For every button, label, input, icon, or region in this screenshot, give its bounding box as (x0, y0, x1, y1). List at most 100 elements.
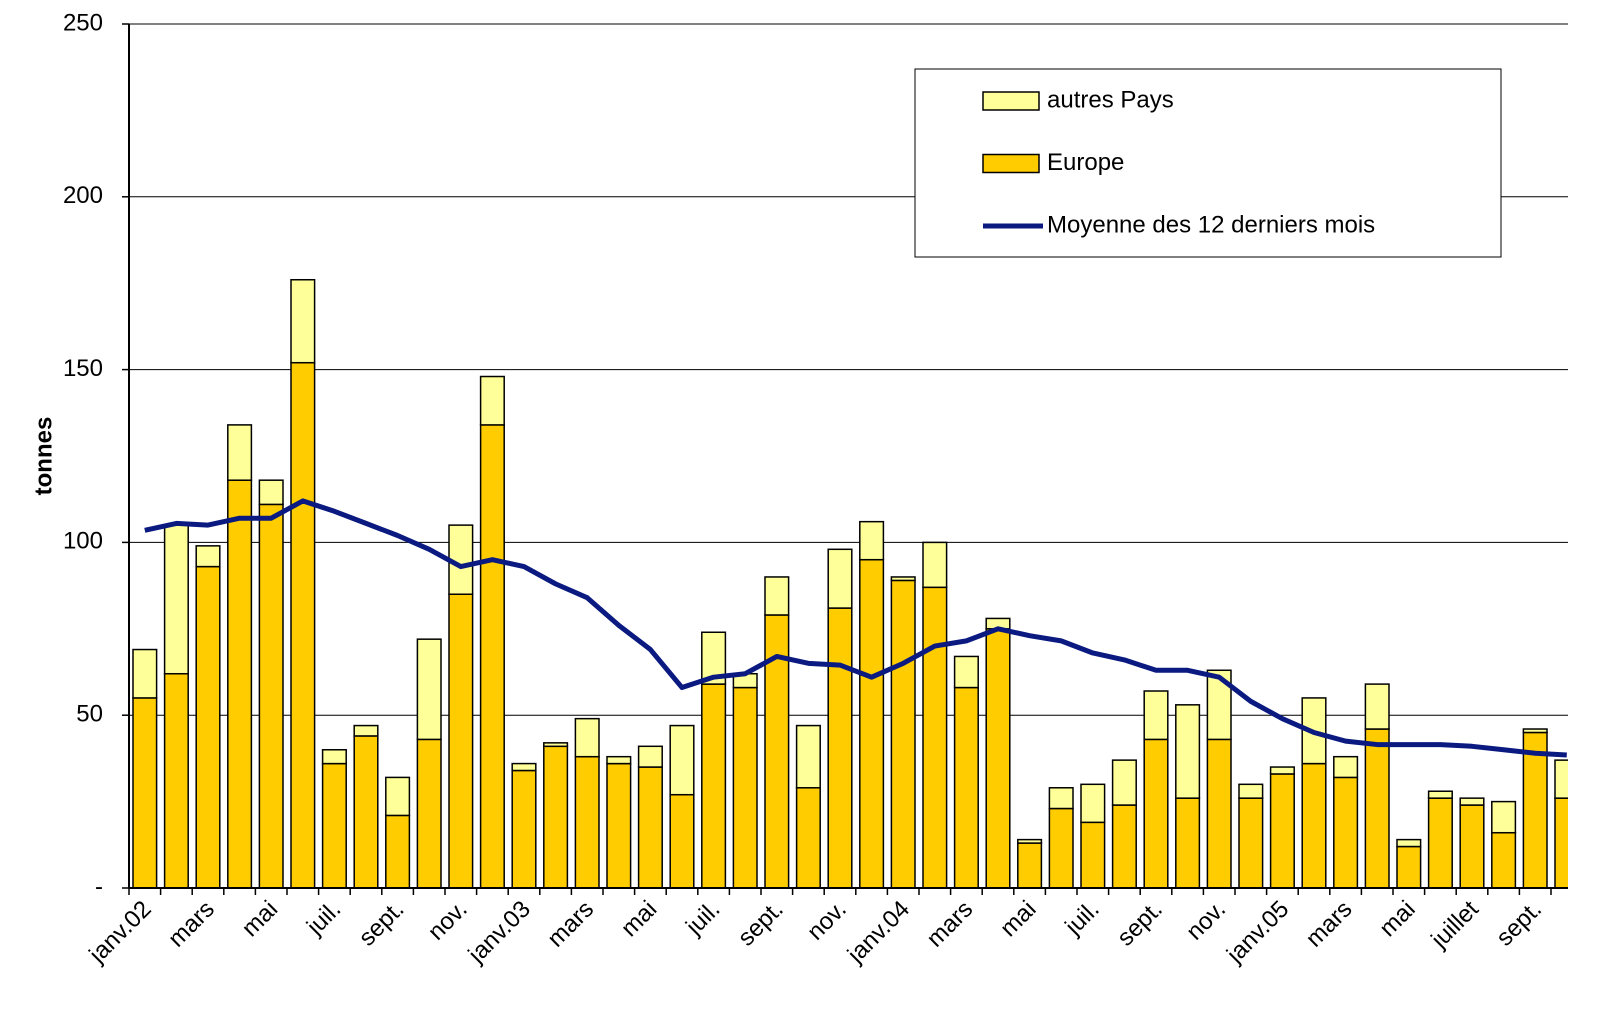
x-tick-label: sept. (1112, 896, 1168, 952)
legend-label: Moyenne des 12 derniers mois (1047, 211, 1375, 238)
x-tick-label: nov. (1181, 896, 1231, 946)
bar (448, 593, 474, 889)
bar (1554, 797, 1568, 889)
average-line (144, 498, 1567, 758)
bar (1017, 838, 1043, 844)
bar (416, 638, 442, 741)
legend-swatch (982, 91, 1040, 111)
bar (606, 762, 632, 889)
y-tick-label: 150 (63, 355, 103, 382)
bar (985, 628, 1011, 889)
y-tick-label: 250 (63, 9, 103, 36)
bar (163, 672, 189, 889)
bar (353, 735, 379, 889)
x-tick-label: mars (921, 896, 978, 953)
bar (1238, 797, 1264, 889)
y-axis-title: tonnes (30, 417, 57, 496)
bar (890, 576, 916, 582)
bar (732, 686, 758, 889)
bar (1364, 728, 1390, 889)
bar (385, 776, 411, 817)
bar (795, 787, 821, 889)
x-tick-label: mai (1374, 896, 1420, 942)
y-tick-label: 200 (63, 182, 103, 209)
bar (1427, 790, 1453, 799)
legend-swatch (982, 153, 1040, 174)
x-tick-label: juil. (680, 896, 725, 941)
y-tick-label: 100 (63, 528, 103, 555)
x-tick-label: nov. (423, 896, 473, 946)
bar (321, 762, 347, 889)
x-tick-label: nov. (802, 896, 852, 946)
x-tick-label: janv.02 (83, 896, 156, 969)
bar (290, 278, 316, 364)
x-tick-label: sept. (354, 896, 410, 952)
bar (1333, 776, 1359, 889)
bar (669, 724, 695, 796)
x-tick-label: sept. (733, 896, 789, 952)
bar (637, 745, 663, 768)
bar (1238, 783, 1264, 799)
bar (1491, 831, 1517, 889)
bar (922, 541, 948, 589)
bar (1427, 797, 1453, 889)
bar (859, 558, 885, 889)
x-tick-label: sept. (1491, 896, 1547, 952)
bar (1080, 783, 1106, 824)
bar (1364, 683, 1390, 730)
x-tick-label: mai (237, 896, 283, 942)
bar (479, 375, 505, 426)
x-tick-label: janv.04 (842, 896, 915, 969)
bar (195, 545, 221, 568)
bar (353, 724, 379, 737)
x-tick-label: juillet (1425, 895, 1484, 954)
bar (1269, 766, 1295, 775)
bar (1111, 759, 1137, 806)
bar (1301, 762, 1327, 889)
x-tick-label: juil. (1059, 896, 1104, 941)
legend-label: autres Pays (1047, 86, 1174, 113)
bar (859, 520, 885, 561)
bar (701, 631, 727, 685)
bar (764, 576, 790, 616)
x-tick-label: mai (995, 896, 1041, 942)
bar (1459, 797, 1485, 806)
bar (258, 503, 284, 889)
bar (922, 586, 948, 889)
bar (1206, 738, 1232, 889)
legend-label: Europe (1047, 149, 1124, 176)
x-tick-label: mars (163, 896, 220, 953)
bar (511, 762, 537, 772)
plot-area (129, 23, 1568, 889)
x-tick-label: mai (616, 896, 662, 942)
bar (1017, 842, 1043, 889)
bar (1048, 787, 1074, 810)
bar (543, 745, 569, 889)
y-tick-label: - (95, 873, 103, 900)
x-tick-label: janv.05 (1221, 896, 1294, 969)
bar (511, 769, 537, 889)
bar (953, 655, 979, 689)
bar (1143, 690, 1169, 741)
x-tick-label: janv.03 (463, 896, 536, 969)
bar (195, 565, 221, 889)
bar (132, 648, 158, 699)
bar (827, 548, 853, 609)
bar (795, 724, 821, 789)
bar (321, 749, 347, 765)
bar (827, 607, 853, 889)
bar (606, 755, 632, 765)
bar (574, 717, 600, 758)
bar (1459, 804, 1485, 889)
bar (1175, 797, 1201, 889)
bar (132, 697, 158, 889)
bar (416, 738, 442, 889)
bar (543, 742, 569, 748)
bar (1206, 669, 1232, 741)
bar (1491, 800, 1517, 834)
bar (574, 755, 600, 889)
bar (385, 814, 411, 889)
bar (163, 524, 189, 675)
bar (1333, 755, 1359, 779)
bar (953, 686, 979, 889)
